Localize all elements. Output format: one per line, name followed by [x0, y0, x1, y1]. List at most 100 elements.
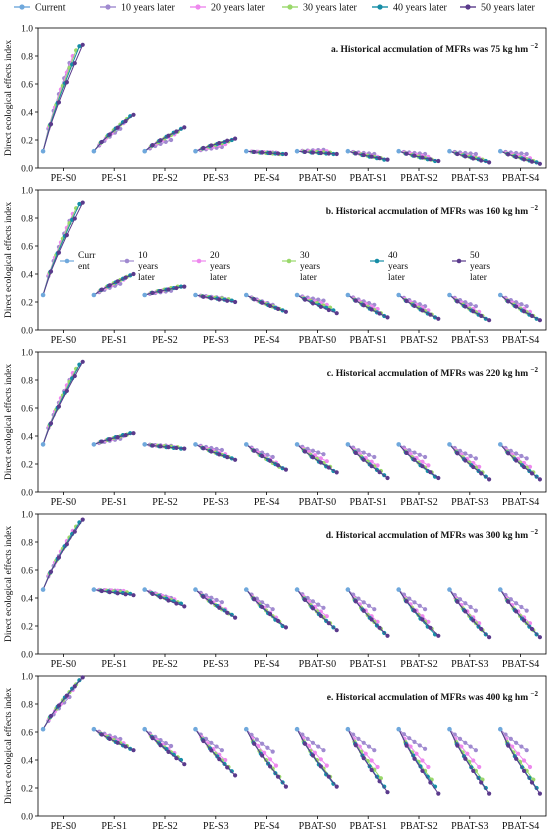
- data-point: [324, 459, 329, 464]
- data-point: [471, 464, 476, 470]
- category-group: [447, 587, 492, 640]
- plot-frame: [37, 189, 547, 331]
- data-point: [265, 603, 270, 608]
- data-point: [48, 421, 54, 426]
- data-point: [123, 275, 128, 280]
- data-point: [455, 151, 460, 157]
- category-group: [497, 292, 543, 323]
- legend-marker: [19, 4, 25, 10]
- data-point: [404, 298, 409, 304]
- data-point: [477, 621, 482, 626]
- data-point: [412, 608, 417, 613]
- data-point: [225, 298, 230, 303]
- current-point: [243, 442, 249, 447]
- current-point: [396, 726, 401, 732]
- data-point: [223, 757, 228, 763]
- data-point: [201, 446, 206, 451]
- current-point: [40, 726, 46, 732]
- category-label: PBAT-S1: [349, 821, 386, 832]
- data-point: [537, 161, 543, 166]
- current-point: [345, 292, 351, 298]
- y-tick-label: 1.0: [21, 24, 33, 34]
- data-point: [353, 450, 358, 456]
- current-point: [294, 292, 300, 298]
- current-point: [294, 442, 300, 447]
- current-point: [497, 292, 503, 298]
- current-point: [497, 726, 503, 732]
- data-point: [471, 768, 476, 774]
- data-point: [128, 114, 133, 119]
- current-point: [243, 148, 249, 154]
- category-group: [243, 726, 289, 789]
- data-point: [217, 297, 222, 302]
- data-point: [506, 599, 511, 604]
- data-point: [334, 628, 339, 633]
- data-point: [166, 445, 171, 450]
- data-point: [353, 743, 358, 748]
- data-point: [506, 743, 511, 748]
- data-point: [77, 201, 82, 207]
- data-point: [372, 454, 377, 460]
- category-label: PE-S0: [51, 821, 77, 832]
- data-point: [107, 283, 112, 288]
- data-point: [377, 470, 382, 475]
- data-point: [123, 433, 128, 438]
- data-point: [473, 748, 478, 753]
- data-point: [514, 458, 519, 463]
- series-line: [42, 519, 84, 590]
- data-point: [385, 790, 390, 795]
- panel-title: e. Historical accmulation of MFRs was 40…: [327, 690, 539, 703]
- inline-legend-marker: [64, 258, 70, 264]
- data-point: [283, 309, 289, 314]
- data-point: [56, 404, 62, 409]
- data-point: [219, 748, 224, 753]
- data-point: [369, 307, 374, 312]
- category-label: PBAT-S2: [400, 821, 437, 832]
- data-point: [473, 456, 478, 461]
- category-group: [497, 148, 543, 166]
- data-point: [318, 456, 323, 461]
- data-point: [182, 604, 187, 609]
- data-point: [514, 740, 519, 745]
- category-group: [396, 726, 441, 796]
- y-tick-label: 0.2: [21, 784, 33, 794]
- data-point: [326, 307, 331, 313]
- data-point: [150, 443, 155, 448]
- legend-item: 20 years later: [190, 3, 266, 14]
- data-point: [131, 431, 136, 436]
- data-point: [275, 463, 281, 468]
- data-point: [408, 744, 413, 749]
- data-point: [369, 617, 374, 622]
- category-label: PE-S0: [51, 173, 77, 184]
- data-point: [407, 448, 412, 453]
- data-point: [275, 618, 281, 623]
- data-point: [252, 741, 257, 746]
- data-point: [479, 313, 484, 318]
- current-point: [142, 442, 147, 447]
- data-point: [318, 304, 323, 309]
- y-tick-label: 0.6: [21, 80, 33, 90]
- data-point: [369, 464, 374, 469]
- data-point: [361, 608, 366, 613]
- category-label: PBAT-S0: [299, 335, 336, 346]
- data-point: [377, 779, 382, 784]
- data-point: [361, 756, 366, 761]
- y-tick-label: 0.6: [21, 242, 33, 252]
- category-group: [193, 136, 238, 154]
- category-group: [345, 292, 390, 320]
- data-point: [463, 154, 468, 159]
- category-group: [447, 442, 492, 482]
- data-point: [209, 748, 214, 753]
- data-point: [353, 151, 358, 156]
- data-point: [174, 756, 179, 761]
- data-point: [166, 749, 171, 754]
- chart-legend: Current 10 years later 20 years later 30 ye…: [14, 3, 536, 14]
- category-group: [243, 292, 289, 314]
- category-group: [40, 200, 85, 298]
- current-point: [396, 148, 401, 154]
- data-point: [310, 599, 316, 604]
- legend-marker: [105, 4, 111, 10]
- inline-legend-label: 50: [470, 251, 480, 261]
- data-point: [420, 459, 425, 464]
